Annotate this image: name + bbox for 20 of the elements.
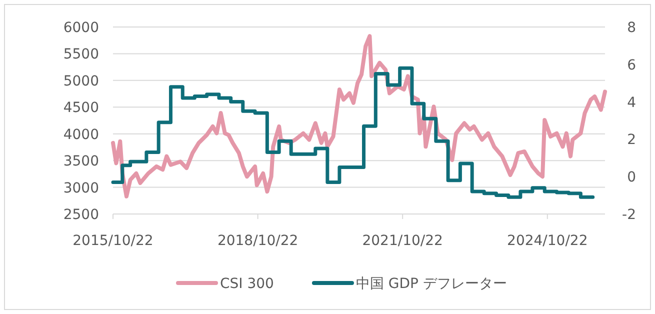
x-tick-label: 2024/10/22 <box>507 233 588 249</box>
y2-tick-label: 8 <box>627 20 636 36</box>
y-tick-label: 4000 <box>63 126 99 143</box>
y2-tick-label: 2 <box>627 132 636 148</box>
y2-tick-label: -2 <box>622 207 636 223</box>
y2-tick-label: 4 <box>627 94 636 111</box>
y-tick-label: 4500 <box>63 100 99 116</box>
legend-label: 中国 GDP デフレーター <box>356 276 507 292</box>
y-tick-label: 2500 <box>63 207 99 223</box>
y2-tick-label: 0 <box>627 170 636 186</box>
y-tick-label: 5500 <box>63 46 99 63</box>
y-tick-label: 3000 <box>63 180 99 196</box>
y2-tick-label: 6 <box>627 57 636 74</box>
y-tick-label: 6000 <box>63 20 99 36</box>
y-tick-label: 3500 <box>63 154 99 170</box>
y-tick-label: 5000 <box>63 73 99 90</box>
legend-label: CSI 300 <box>220 276 274 292</box>
x-tick-label: 2015/10/22 <box>72 233 154 249</box>
x-tick-label: 2018/10/22 <box>217 233 298 249</box>
x-tick-label: 2021/10/22 <box>362 233 443 249</box>
